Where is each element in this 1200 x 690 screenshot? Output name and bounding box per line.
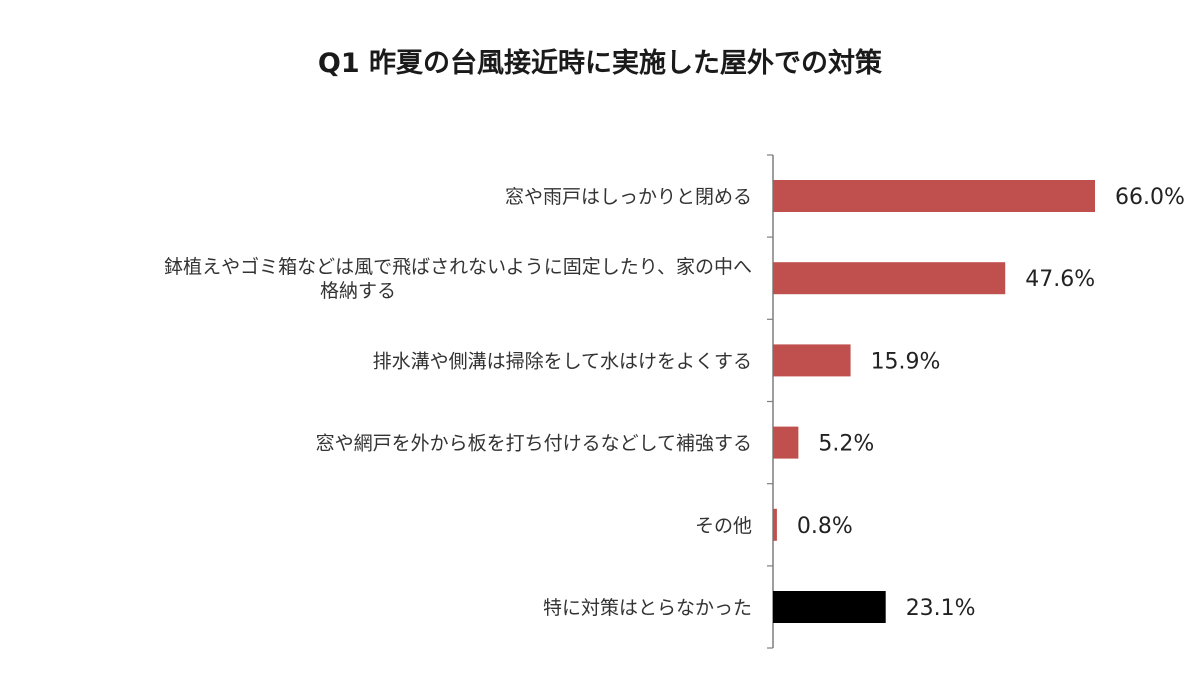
category-label-2-line-2: 格納する	[320, 280, 396, 302]
bar-6	[773, 591, 886, 623]
bar-3	[773, 344, 851, 377]
value-labels-group: 66.0% 47.6% 15.9% 5.2% 0.8% 23.1%	[797, 185, 1185, 621]
category-label-1: 窓や雨戸はしっかりと閉める	[505, 186, 752, 208]
value-label-2: 47.6%	[1025, 267, 1095, 292]
value-label-5: 0.8%	[797, 514, 853, 539]
value-label-4: 5.2%	[818, 432, 874, 457]
value-label-3: 15.9%	[871, 349, 941, 374]
chart-axis	[767, 154, 774, 649]
bar-4	[773, 426, 799, 459]
bar-1	[773, 180, 1095, 212]
bar-5	[773, 508, 777, 541]
chart-title: Q1 昨夏の台風接近時に実施した屋外での対策	[318, 47, 883, 79]
category-label-6: 特に対策はとらなかった	[543, 597, 752, 619]
category-label-5: その他	[695, 515, 752, 537]
category-label-4: 窓や網戸を外から板を打ち付けるなどして補強する	[316, 433, 752, 455]
bars-group	[773, 180, 1095, 623]
category-label-3: 排水溝や側溝は掃除をして水はけをよくする	[373, 350, 752, 372]
value-label-1: 66.0%	[1115, 185, 1185, 210]
category-label-2-line-1: 鉢植えやゴミ箱などは風で飛ばされないように固定したり、家の中へ	[164, 256, 752, 278]
bar-2	[773, 262, 1006, 295]
value-label-6: 23.1%	[906, 596, 976, 621]
category-labels-group: 窓や雨戸はしっかりと閉める鉢植えやゴミ箱などは風で飛ばされないように固定したり、…	[164, 186, 752, 619]
